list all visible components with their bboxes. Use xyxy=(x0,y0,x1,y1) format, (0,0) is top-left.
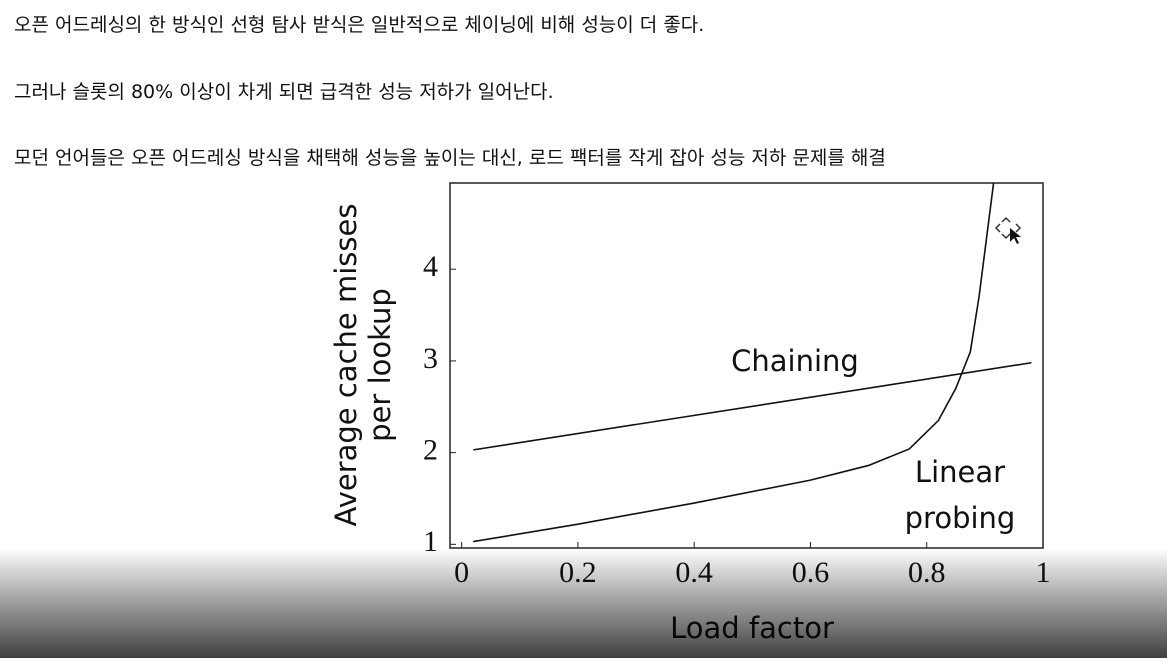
y-axis-label: Average cache misses xyxy=(329,204,363,527)
x-tick-label: 0.8 xyxy=(908,556,946,589)
series-line xyxy=(473,361,1032,451)
paragraph: 모던 언어들은 오픈 어드레싱 방식을 채택해 성능을 높이는 대신, 로드 팩… xyxy=(14,147,886,169)
y-axis-label: per lookup xyxy=(363,288,397,442)
y-tick-label: 4 xyxy=(423,250,438,283)
series-line xyxy=(473,183,995,543)
x-tick-label: 0 xyxy=(454,556,469,589)
x-tick-label: 1 xyxy=(1036,556,1051,589)
y-tick-label: 3 xyxy=(423,342,438,375)
x-tick-label: 0.2 xyxy=(559,556,597,589)
x-axis-label: Load factor xyxy=(670,611,834,645)
y-tick-label: 2 xyxy=(423,434,438,467)
x-tick-label: 0.6 xyxy=(792,556,830,589)
series-label: Linear xyxy=(915,455,1005,489)
x-tick-label: 0.4 xyxy=(675,556,713,589)
series-label: Chaining xyxy=(731,344,859,378)
paragraph: 그러나 슬롯의 80% 이상이 차게 되면 급격한 성능 저하가 일어난다. xyxy=(14,81,554,103)
cursor-icon xyxy=(994,216,1022,244)
y-tick-label: 1 xyxy=(423,525,438,558)
series-label: probing xyxy=(905,501,1016,535)
paragraph: 오픈 어드레싱의 한 방식인 선형 탐사 받식은 일반적으로 체이닝에 비해 성… xyxy=(14,14,705,36)
